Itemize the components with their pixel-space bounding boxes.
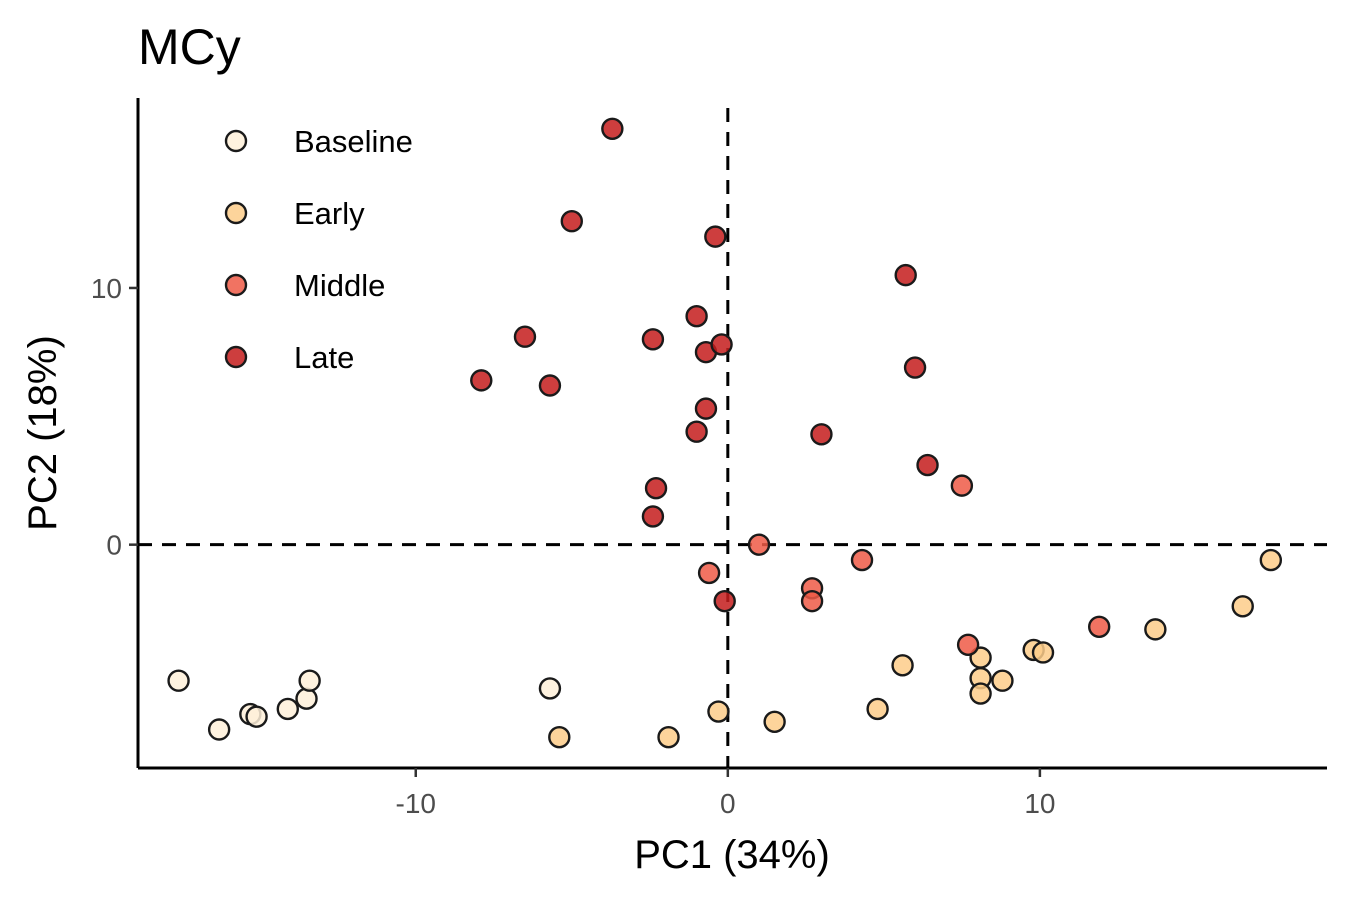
series-early — [548, 548, 1283, 749]
legend: Baseline Early Middle Late — [224, 124, 413, 375]
legend-key-early — [224, 201, 248, 225]
y-axis-ticks: 0 10 — [91, 273, 138, 561]
x-tick-label: -10 — [396, 788, 436, 819]
point-middle — [1087, 615, 1111, 639]
x-tick-label: 0 — [720, 788, 736, 819]
point-late — [710, 333, 733, 356]
point-early — [891, 654, 914, 677]
reference-lines — [138, 108, 1327, 768]
point-middle — [850, 548, 874, 572]
point-middle — [697, 561, 721, 585]
legend-key-late — [224, 345, 248, 369]
point-early — [1144, 618, 1167, 641]
point-late — [538, 374, 562, 397]
point-early — [1031, 641, 1055, 664]
x-axis-title: PC1 (34%) — [634, 833, 830, 877]
point-middle — [956, 633, 980, 656]
point-early — [1231, 595, 1254, 618]
point-baseline — [207, 718, 231, 741]
point-late — [894, 263, 917, 287]
point-late — [685, 304, 708, 328]
point-early — [866, 697, 889, 721]
legend-label-early: Early — [294, 196, 365, 231]
point-late — [644, 476, 668, 500]
point-early — [991, 669, 1014, 692]
point-baseline — [167, 669, 190, 692]
point-late — [916, 453, 939, 477]
point-late — [601, 117, 624, 141]
series-late — [470, 117, 939, 613]
point-late — [810, 423, 833, 446]
point-late — [513, 325, 537, 348]
point-early — [969, 682, 992, 705]
y-axis-title: PC2 (18%) — [21, 335, 65, 531]
point-baseline — [298, 669, 321, 692]
point-baseline — [538, 677, 562, 700]
point-middle — [747, 533, 771, 556]
legend-label-middle: Middle — [294, 268, 385, 303]
point-late — [685, 420, 708, 443]
point-late — [641, 505, 665, 528]
point-middle — [950, 474, 974, 497]
y-tick-label: 0 — [106, 530, 122, 561]
point-late — [641, 328, 665, 351]
point-baseline — [295, 687, 318, 710]
plot-area: -10 0 10 0 10 — [91, 98, 1327, 819]
series-baseline — [167, 669, 562, 741]
point-early — [657, 725, 680, 749]
legend-label-late: Late — [294, 340, 354, 375]
point-early — [707, 700, 730, 723]
point-baseline — [276, 697, 299, 721]
legend-key-baseline — [224, 129, 248, 153]
series-middle — [697, 474, 1111, 656]
point-middle — [800, 589, 824, 613]
point-late — [470, 369, 493, 392]
point-late — [903, 356, 927, 379]
legend-key-middle — [224, 273, 248, 297]
point-early — [763, 710, 786, 733]
point-early — [548, 725, 571, 749]
legend-label-baseline: Baseline — [294, 124, 413, 159]
y-tick-label: 10 — [91, 273, 122, 304]
x-tick-label: 10 — [1024, 788, 1055, 819]
chart-title: MCy — [138, 19, 241, 75]
point-late — [694, 397, 718, 420]
point-late — [704, 225, 727, 248]
x-axis-ticks: -10 0 10 — [396, 768, 1055, 819]
point-late — [560, 210, 583, 233]
point-baseline — [245, 705, 268, 728]
point-late — [713, 589, 736, 613]
data-points — [167, 117, 1283, 749]
point-early — [1259, 548, 1283, 572]
